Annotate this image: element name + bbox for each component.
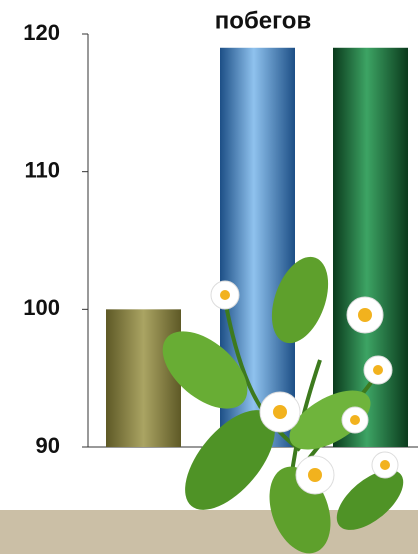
y-tick-label: 120 [23,20,60,45]
bar [106,309,181,447]
y-tick-label: 90 [36,433,60,458]
y-tick-label: 100 [23,295,60,320]
bar [333,48,408,447]
chart: побегов 90 100 110 120 [0,0,418,554]
chart-title: побегов [215,7,311,34]
y-tick-label: 110 [25,157,61,182]
